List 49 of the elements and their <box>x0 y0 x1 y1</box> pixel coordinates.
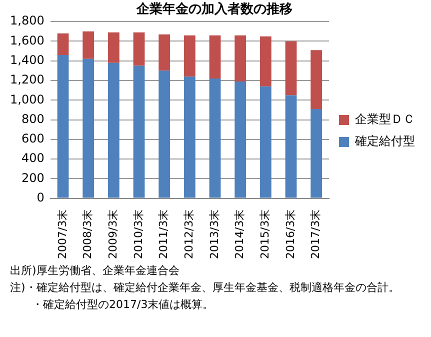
y-tick-label: 400 <box>21 151 44 166</box>
text: ・確定給付型の2017/3末値は概算。 <box>31 297 215 313</box>
bar <box>234 35 246 82</box>
chart-title: 企業年金の加入者数の推移 <box>136 1 292 18</box>
text: 出所)厚生労働省、企業年金連合会 <box>10 263 180 279</box>
y-tick-label: 1,600 <box>10 33 44 48</box>
bar <box>158 70 170 198</box>
bar <box>184 35 196 77</box>
bar <box>260 86 272 198</box>
y-tick-label: 0 <box>36 190 44 204</box>
bar <box>133 32 145 66</box>
bar <box>158 34 170 71</box>
bar <box>209 78 221 198</box>
bar <box>57 33 69 55</box>
legend-label: 企業型ＤＣ <box>355 112 415 126</box>
bar <box>133 66 145 198</box>
x-tick-label: 2008/3末 <box>81 209 94 260</box>
x-tick-label: 2011/3末 <box>157 209 170 260</box>
bar <box>260 36 272 86</box>
bar <box>285 95 297 198</box>
bar <box>209 35 221 79</box>
bar <box>108 62 120 198</box>
x-tick-label: 2009/3末 <box>106 209 120 260</box>
x-tick-label: 2014/3末 <box>233 209 246 260</box>
legend-label: 確定給付型 <box>354 134 415 148</box>
bar <box>57 54 69 198</box>
y-tick-label: 1,200 <box>10 72 44 87</box>
bar <box>82 58 94 198</box>
x-tick-label: 2017/3末 <box>309 209 322 260</box>
y-tick-label: 1,800 <box>10 14 44 28</box>
x-tick-label: 2015/3末 <box>258 209 272 260</box>
x-tick-label: 2007/3末 <box>56 209 69 260</box>
x-tick-label: 2016/3末 <box>284 209 297 260</box>
bar <box>310 108 322 198</box>
y-tick-label: 600 <box>21 132 44 146</box>
bar <box>184 76 196 198</box>
bar <box>310 50 322 109</box>
x-tick-label: 2013/3末 <box>208 209 221 260</box>
y-tick-label: 800 <box>21 112 44 126</box>
y-tick-label: 1,000 <box>10 92 44 106</box>
y-tick-label: 1,400 <box>10 52 44 67</box>
bar <box>234 81 246 198</box>
bar <box>108 32 120 63</box>
text: 注)・確定給付型は、確定給付企業年金、厚生年金基金、税制適格年金の合計。 <box>10 280 400 296</box>
x-tick-label: 2012/3末 <box>182 209 196 260</box>
x-tick-label: 2010/3末 <box>132 209 145 260</box>
y-tick-label: 200 <box>21 170 44 185</box>
bar <box>285 41 297 96</box>
bar <box>82 31 94 59</box>
